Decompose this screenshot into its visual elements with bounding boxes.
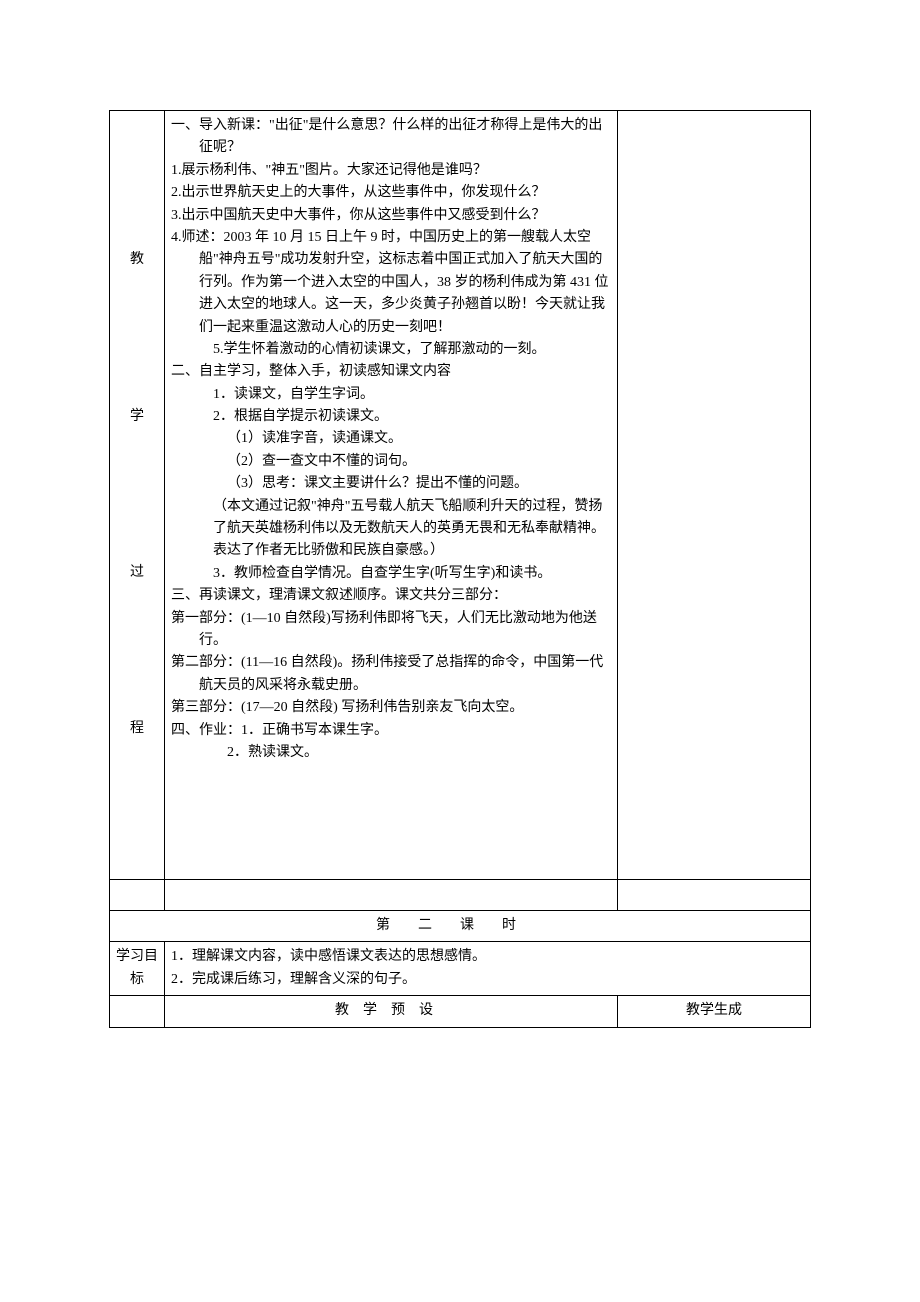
content-line: 5.学生怀着激动的心情初读课文，了解那激动的一刻。 [171,339,611,361]
content-line: 2．熟读课文。 [171,742,611,764]
goals-label-cell: 学习目标 [110,942,165,996]
content-line: 2.出示世界航天史上的大事件，从这些事件中，你发现什么？ [171,182,611,204]
empty-left-small [110,880,165,911]
content-line: 3.出示中国航天史中大事件，你从这些事件中又感受到什么？ [171,205,611,227]
second-lesson-header: 第二课时 [110,911,811,942]
vlabel-char: 程 [130,718,144,740]
content-line: 1.展示杨利伟、"神五"图片。大家还记得他是谁吗？ [171,160,611,182]
content-line: 四、作业：1．正确书写本课生字。 [171,720,611,742]
empty-footer-left [110,996,165,1027]
goal-line: 2．完成课后练习，理解含义深的句子。 [171,969,804,991]
vertical-label-cell: 教 学 过 程 [110,111,165,880]
vlabel-char: 学 [130,406,144,428]
teaching-preset-label: 教学预设 [165,996,618,1027]
content-line: 第二部分：(11—16 自然段)。扬利伟接受了总指挥的命令，中国第一代航天员的风… [171,652,611,697]
goals-content-cell: 1．理解课文内容，读中感悟课文表达的思想感情。2．完成课后练习，理解含义深的句子… [165,942,811,996]
teaching-generation-label: 教学生成 [618,996,811,1027]
content-line: 3．教师检查自学情况。自查学生字(听写生字)和读书。 [171,563,611,585]
content-line: 第三部分：(17—20 自然段) 写扬利伟告别亲友飞向太空。 [171,697,611,719]
notes-cell [618,111,811,880]
content-line: （3）思考：课文主要讲什么？提出不懂的问题。 [171,473,611,495]
teaching-process-label: 教 学 过 程 [116,115,158,875]
lesson-plan-table: 教 学 过 程 一、导入新课："出征"是什么意思？什么样的出征才称得上是伟大的出… [109,110,811,1028]
content-line: 第一部分：(1—10 自然段)写扬利伟即将飞天，人们无比激动地为他送行。 [171,608,611,653]
empty-mid-small [165,880,618,911]
content-line: （1）读准字音，读通课文。 [171,428,611,450]
content-line: 4.师述：2003 年 10 月 15 日上午 9 时，中国历史上的第一艘载人太… [171,227,611,339]
main-content-cell: 一、导入新课："出征"是什么意思？什么样的出征才称得上是伟大的出征呢？1.展示杨… [165,111,618,880]
content-line: 二、自主学习，整体入手，初读感知课文内容 [171,361,611,383]
content-line: 一、导入新课："出征"是什么意思？什么样的出征才称得上是伟大的出征呢？ [171,115,611,160]
content-line: 1．读课文，自学生字词。 [171,384,611,406]
content-line: （2）查一查文中不懂的词句。 [171,451,611,473]
content-line: 2．根据自学提示初读课文。 [171,406,611,428]
goal-line: 1．理解课文内容，读中感悟课文表达的思想感情。 [171,946,804,968]
vlabel-char: 过 [130,562,144,584]
content-line: 三、再读课文，理清课文叙述顺序。课文共分三部分： [171,585,611,607]
empty-right-small [618,880,811,911]
vlabel-char: 教 [130,249,144,271]
content-line: （本文通过记叙"神舟"五号载人航天飞船顺利升天的过程，赞扬了航天英雄杨利伟以及无… [171,496,611,563]
